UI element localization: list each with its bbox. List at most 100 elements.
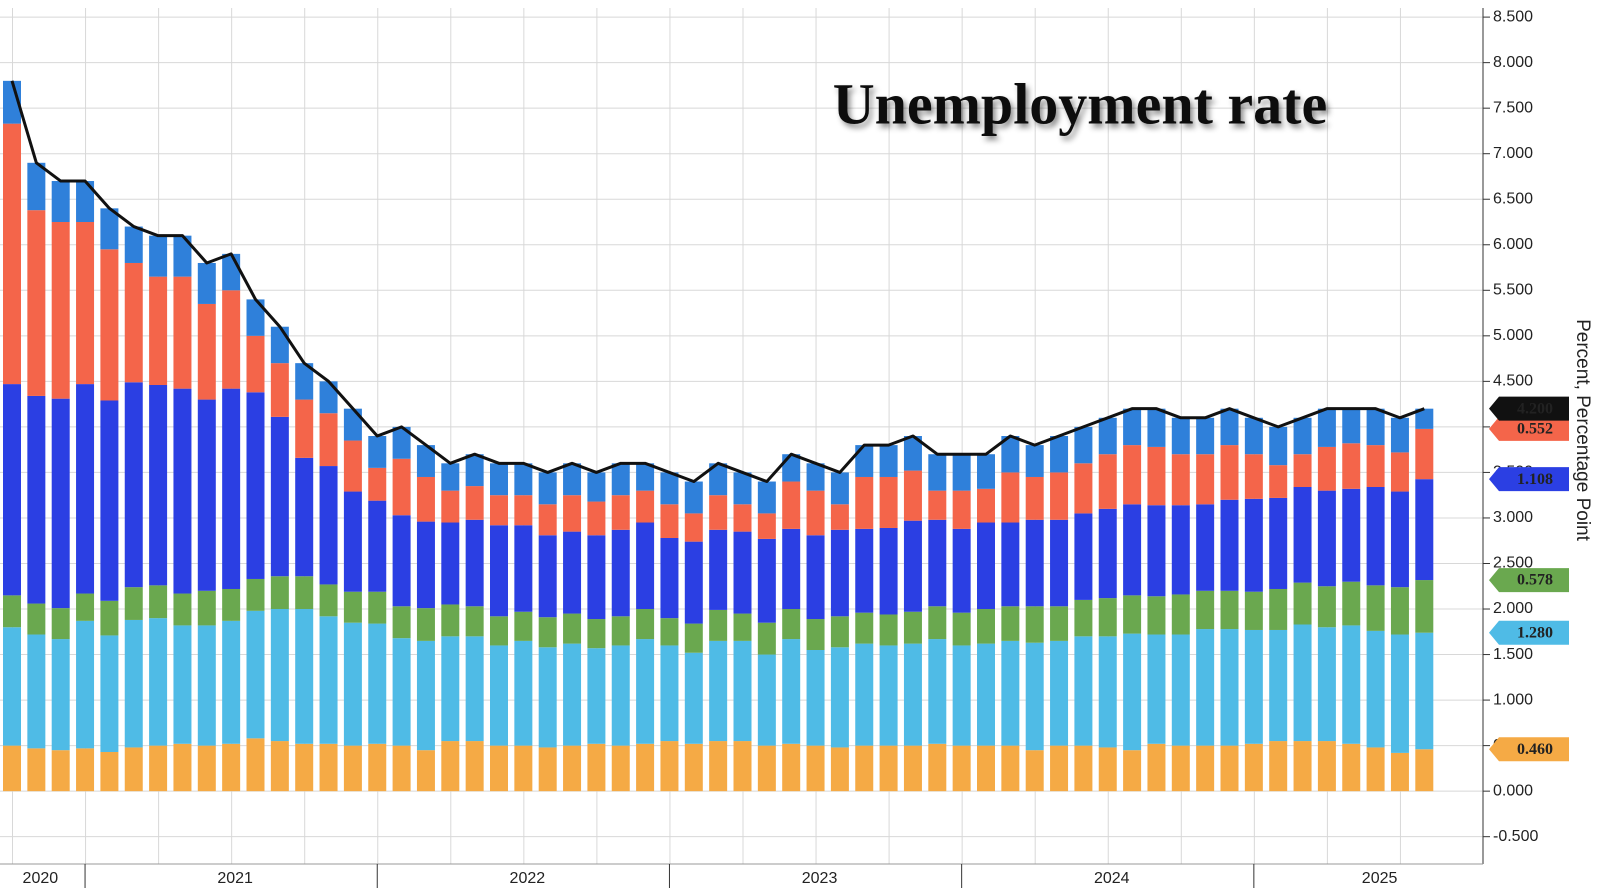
bar-segment — [1293, 741, 1312, 792]
bar-segment — [27, 162, 46, 211]
bar-segment — [952, 645, 971, 746]
bar-segment — [246, 392, 265, 579]
end-tag-label: 1.108 — [1517, 471, 1553, 488]
bar-segment — [830, 647, 849, 748]
y-tick-label: 2.500 — [1493, 555, 1533, 572]
line — [10, 80, 1425, 484]
bar-segment — [149, 276, 168, 386]
y-axis-title: Percent, Percentage Point — [1572, 319, 1593, 542]
bar-segment — [465, 606, 484, 637]
bar-segment — [1366, 585, 1385, 631]
end-tag-box — [1489, 396, 1569, 421]
bar-segment — [368, 591, 387, 624]
bar-segment — [757, 622, 776, 655]
bar-segment — [1001, 745, 1020, 792]
y-tick-label: 5.000 — [1493, 327, 1533, 344]
bar-segment — [806, 463, 825, 491]
bar-segment — [1342, 743, 1361, 792]
bar-segment — [27, 634, 46, 749]
bar-segment — [197, 262, 216, 304]
bar-segment — [855, 445, 874, 477]
x-tick-label: 2024 — [1094, 870, 1130, 887]
bar-segment — [27, 748, 46, 792]
bar-segment — [709, 529, 728, 610]
bar-segment — [1269, 629, 1288, 742]
bar-segment — [51, 398, 70, 609]
end-tag: 0.552 — [1489, 416, 1569, 441]
bar-segment — [928, 606, 947, 640]
bar-segment — [636, 522, 655, 610]
end-tag: 0.578 — [1489, 568, 1569, 593]
bar-segment — [660, 618, 679, 646]
bar-segment — [903, 470, 922, 521]
bar-segment — [733, 640, 752, 742]
bar-segment — [270, 416, 289, 577]
bar-segment — [465, 486, 484, 520]
bar-segment — [76, 222, 95, 385]
bar-segment — [782, 454, 801, 482]
bar-segment — [100, 751, 119, 792]
bar-segment — [782, 528, 801, 610]
bar-segment — [684, 743, 703, 792]
bar-segment — [757, 513, 776, 539]
bar-segment — [1244, 498, 1263, 592]
bar-segment — [855, 476, 874, 529]
end-tag: 4.200 — [1489, 396, 1569, 421]
bar-segment — [246, 738, 265, 792]
bar-segment — [977, 488, 995, 523]
bar-segment — [611, 495, 630, 530]
bar-segment — [757, 481, 776, 514]
bar-segment — [1293, 486, 1312, 583]
bar-segment — [1147, 408, 1166, 447]
y-tick-label: 8.500 — [1493, 8, 1533, 25]
bar-segment — [538, 472, 557, 505]
bar-segment — [879, 614, 898, 646]
bar-segment — [563, 745, 582, 792]
bar-segment — [173, 235, 192, 277]
bar-segment — [1196, 504, 1215, 591]
bar-segment — [1050, 606, 1069, 641]
bar-segment — [636, 490, 655, 523]
bar-segment — [587, 743, 606, 792]
bar-segment — [416, 521, 435, 609]
bar-segment — [100, 249, 119, 401]
bar-segment — [343, 491, 362, 592]
lines — [10, 80, 1425, 484]
bar-segment — [538, 747, 557, 792]
bar-segment — [173, 743, 192, 792]
bars — [3, 80, 1434, 792]
bar-segment — [757, 654, 776, 746]
bar-segment — [782, 639, 801, 744]
y-tick-label: 5.500 — [1493, 282, 1533, 299]
bar-segment — [1196, 590, 1215, 630]
bar-segment — [100, 208, 119, 250]
bar-segment — [879, 645, 898, 746]
chart-title: Unemployment rate — [833, 71, 1328, 136]
bar-segment — [636, 609, 655, 640]
bar-segment — [1025, 606, 1044, 643]
bar-segment — [1123, 633, 1142, 751]
bar-segment — [1244, 454, 1263, 499]
bar-segment — [830, 472, 849, 505]
bar-segment — [587, 501, 606, 536]
bar-segment — [806, 650, 825, 746]
bar-segment — [343, 591, 362, 623]
bar-segment — [465, 519, 484, 607]
bar-segment — [855, 745, 874, 792]
bar-segment — [1025, 642, 1044, 751]
bar-segment — [3, 595, 21, 628]
bar-segment — [222, 620, 241, 744]
bar-segment — [538, 647, 557, 748]
bar-segment — [1196, 745, 1215, 792]
bar-segment — [660, 645, 679, 742]
bar-segment — [1171, 505, 1190, 595]
bar-segment — [538, 535, 557, 618]
bar-segment — [1074, 513, 1093, 600]
bar-segment — [343, 408, 362, 441]
bar-segment — [416, 750, 435, 792]
bar-segment — [830, 529, 849, 617]
bar-segment — [392, 606, 411, 639]
bar-segment — [295, 609, 314, 744]
bar-segment — [1317, 627, 1336, 742]
bar-segment — [684, 541, 703, 624]
